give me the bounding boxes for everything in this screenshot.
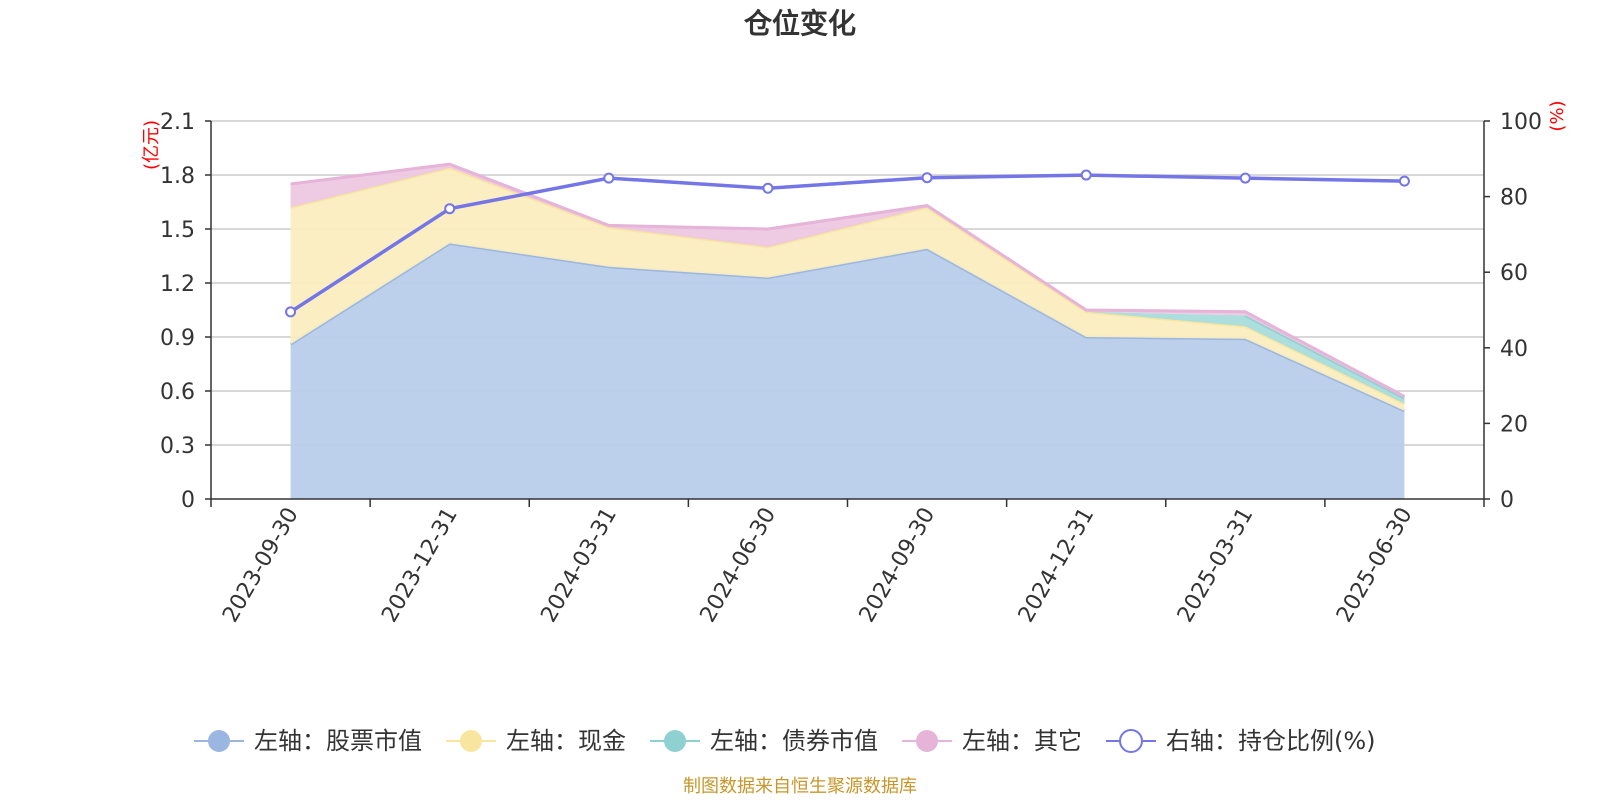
legend-marker (1119, 729, 1143, 753)
x-axis-tick-label: 2025-06-30 (1332, 504, 1418, 627)
legend-marker (664, 730, 686, 752)
legend-item: 左轴：股票市值 (194, 727, 422, 755)
left-axis-tick-label: 0 (181, 488, 195, 513)
left-axis-tick-label: 1.2 (160, 272, 195, 297)
left-axis-tick-label: 1.8 (160, 164, 195, 189)
area-edge-左轴：股票市值 (289, 241, 1406, 413)
left-axis-tick-label: 0.6 (160, 380, 195, 405)
legend-label: 左轴：现金 (506, 727, 626, 755)
chart-title: 仓位变化 (744, 7, 856, 40)
legend-marker (916, 730, 938, 752)
legend-label: 左轴：股票市值 (254, 727, 422, 755)
left-axis-tick-label: 1.5 (160, 218, 195, 243)
area-左轴：股票市值 (290, 243, 1405, 499)
ratio-point (285, 306, 297, 318)
ratio-line (285, 169, 1410, 318)
x-axis-tick-label: 2024-09-30 (855, 504, 941, 627)
left-axis-unit: (亿元) (141, 120, 162, 170)
legend: 左轴：股票市值 左轴：现金 左轴：债券市值 左轴：其它 右轴：持仓比例(%) (194, 727, 1376, 755)
right-axis-tick-label: 20 (1500, 412, 1528, 437)
legend-marker (460, 730, 482, 752)
legend-item: 右轴：持仓比例(%) (1106, 727, 1376, 755)
x-axis-tick-label: 2024-06-30 (696, 504, 782, 627)
right-axis-tick-label: 0 (1500, 488, 1514, 513)
ratio-point (1398, 175, 1410, 187)
left-axis-tick-label: 0.9 (160, 326, 195, 351)
right-axis-tick-label: 80 (1500, 186, 1528, 211)
ratio-point (762, 182, 774, 194)
ratio-point (603, 172, 615, 184)
x-axis-tick-label: 2023-12-31 (377, 504, 463, 627)
right-axis-unit: (%) (1547, 100, 1568, 131)
x-axis-tick-label: 2024-03-31 (536, 504, 622, 627)
source-note: 制图数据来自恒生聚源数据库 (683, 776, 917, 797)
legend-label: 右轴：持仓比例(%) (1166, 727, 1376, 755)
x-axis-tick-label: 2023-09-30 (218, 504, 304, 627)
legend-label: 左轴：债券市值 (710, 727, 878, 755)
legend-marker (208, 730, 230, 752)
ratio-line-path (289, 173, 1405, 314)
area-左轴：现金 (290, 167, 1405, 411)
x-axis-tick-label: 2025-03-31 (1173, 504, 1259, 627)
ratio-point (1080, 169, 1092, 181)
x-axis-tick-label: 2024-12-31 (1014, 504, 1100, 627)
left-axis-tick-label: 0.3 (160, 434, 195, 459)
left-axis-tick-label: 2.1 (160, 110, 195, 135)
ratio-point (921, 172, 933, 184)
area-edge-左轴：债券市值 (1244, 314, 1406, 400)
right-axis-tick-label: 60 (1500, 261, 1528, 286)
right-axis-tick-label: 100 (1500, 110, 1542, 135)
legend-item: 左轴：现金 (446, 727, 626, 755)
ratio-point (1239, 172, 1251, 184)
ratio-point (444, 203, 456, 215)
legend-item: 左轴：其它 (902, 727, 1082, 755)
legend-label: 左轴：其它 (962, 727, 1082, 755)
right-axis-tick-label: 40 (1500, 337, 1528, 362)
legend-item: 左轴：债券市值 (650, 727, 878, 755)
stacked-areas (289, 162, 1406, 499)
area-edge-左轴：其它 (290, 162, 1406, 398)
